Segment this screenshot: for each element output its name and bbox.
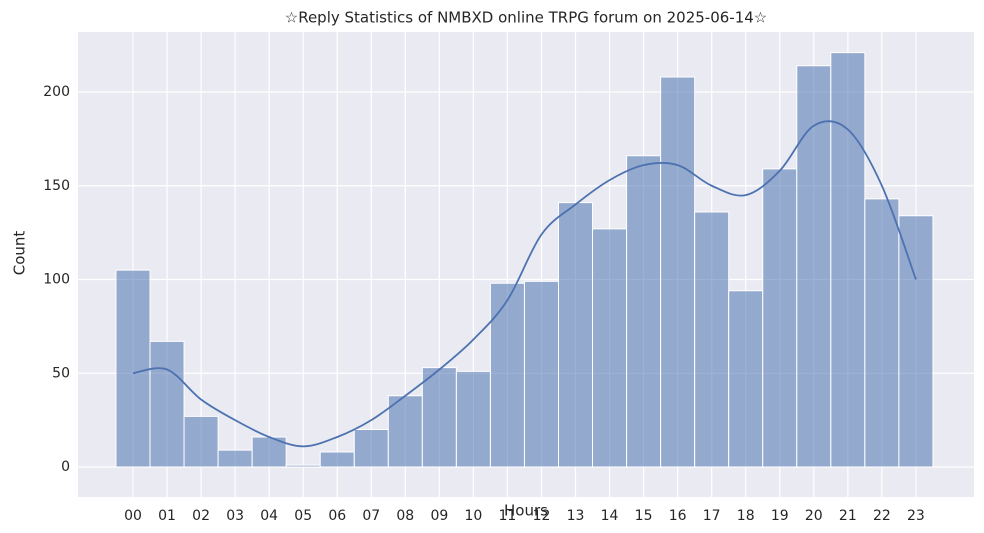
x-tick-label: 17 — [703, 508, 721, 524]
bar — [762, 168, 798, 468]
x-tick-label: 12 — [533, 508, 551, 524]
y-axis-label: Count — [11, 231, 29, 276]
bar — [728, 290, 764, 468]
bar — [319, 451, 355, 468]
bar — [387, 395, 423, 468]
bar — [660, 76, 696, 468]
x-tick-label: 04 — [260, 508, 278, 524]
y-tick-label: 50 — [52, 365, 70, 381]
x-tick-label: 11 — [499, 508, 517, 524]
bar — [523, 280, 560, 468]
x-tick-label: 03 — [226, 508, 244, 524]
bar — [183, 415, 219, 468]
y-tick-label: 150 — [43, 178, 70, 194]
x-tick-label: 01 — [158, 508, 176, 524]
x-axis-label: Hours — [504, 502, 548, 520]
bar — [217, 449, 253, 468]
bar — [626, 155, 662, 468]
bar — [285, 464, 321, 468]
bar — [796, 65, 832, 468]
bar — [592, 228, 628, 468]
x-tick-label: 15 — [635, 508, 653, 524]
x-tick-label: 10 — [464, 508, 482, 524]
bar — [455, 370, 491, 468]
x-tick-label: 00 — [124, 508, 142, 524]
bar — [864, 198, 900, 468]
bar — [115, 269, 151, 468]
x-tick-label: 06 — [328, 508, 346, 524]
bar — [149, 340, 185, 468]
bar — [353, 429, 389, 468]
bar — [830, 52, 866, 468]
y-tick-label: 100 — [43, 272, 70, 288]
y-tick-label: 0 — [61, 459, 70, 475]
x-tick-label: 19 — [771, 508, 789, 524]
chart-title: ☆Reply Statistics of NMBXD online TRPG f… — [285, 9, 768, 27]
x-tick-label: 22 — [873, 508, 891, 524]
x-tick-label: 05 — [294, 508, 312, 524]
x-tick-label: 08 — [396, 508, 414, 524]
bar — [421, 367, 457, 468]
x-tick-label: 20 — [805, 508, 823, 524]
bar — [898, 215, 934, 468]
x-tick-label: 21 — [839, 508, 857, 524]
x-tick-label: 14 — [601, 508, 619, 524]
y-tick-label: 200 — [43, 84, 70, 100]
bar — [489, 282, 525, 468]
x-tick-label: 18 — [737, 508, 755, 524]
x-tick-label: 09 — [430, 508, 448, 524]
x-tick-label: 13 — [567, 508, 585, 524]
x-tick-label: 02 — [192, 508, 210, 524]
bar — [558, 202, 594, 468]
bar — [694, 211, 730, 468]
x-tick-label: 23 — [907, 508, 925, 524]
x-tick-label: 16 — [669, 508, 687, 524]
kde-line — [132, 120, 917, 448]
x-tick-label: 07 — [362, 508, 380, 524]
